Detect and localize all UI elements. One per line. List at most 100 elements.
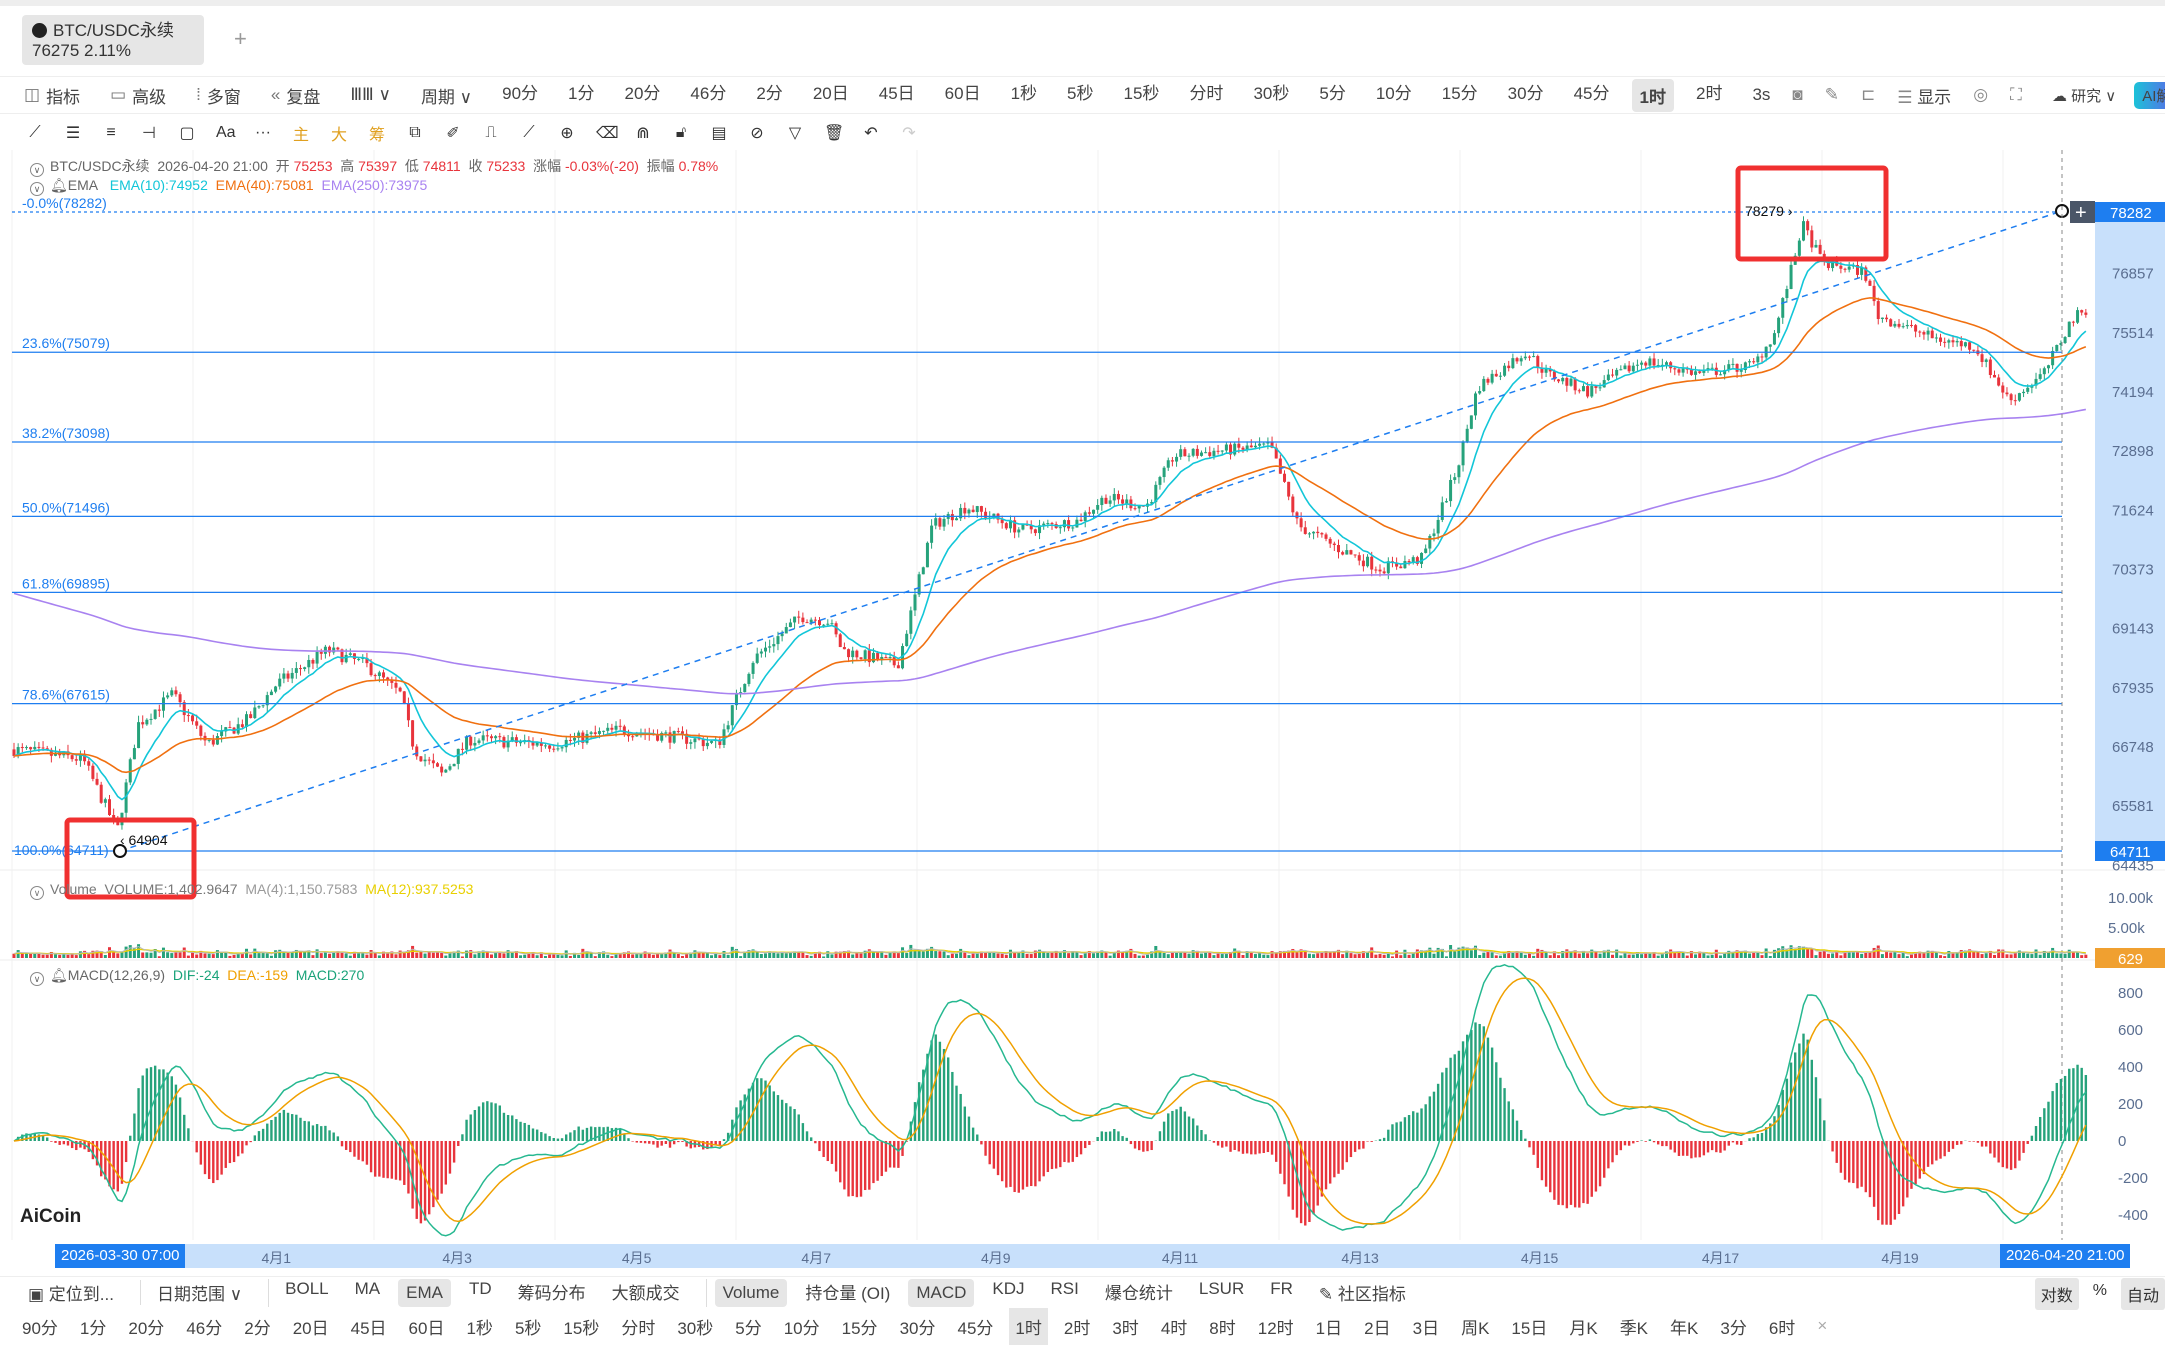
sub-indicator-6[interactable]: LSUR bbox=[1198, 1278, 1245, 1298]
parallel-icon[interactable]: ☰ bbox=[65, 125, 81, 142]
bell-icon[interactable]: 🔔︎ bbox=[50, 967, 68, 983]
bottom-period-60日[interactable]: 60日 bbox=[408, 1318, 445, 1338]
period-60日[interactable]: 60日 bbox=[944, 83, 981, 103]
bottom-period-6时[interactable]: 6时 bbox=[1768, 1318, 1796, 1338]
time-axis[interactable]: 2026-03-30 07:00 4月1 4月3 4月5 4月7 4月9 4月11 4月13… bbox=[55, 1244, 2131, 1268]
bottom-period-20日[interactable]: 20日 bbox=[292, 1318, 329, 1338]
auto-scale-toggle[interactable]: 自动 bbox=[2120, 1278, 2165, 1310]
bottom-period-5分[interactable]: 5分 bbox=[735, 1318, 762, 1338]
percent-scale-toggle[interactable]: % bbox=[2092, 1282, 2107, 1299]
tool-筹[interactable]: 筹 bbox=[368, 127, 385, 144]
collapse-icon[interactable]: ∨ bbox=[30, 182, 44, 196]
line-icon[interactable]: ⟋ bbox=[29, 124, 41, 141]
bottom-period-45日[interactable]: 45日 bbox=[350, 1318, 387, 1338]
rect-icon[interactable]: ▢ bbox=[179, 125, 195, 142]
advanced-button[interactable]: 高级 bbox=[132, 87, 167, 107]
sub-indicator-3[interactable]: KDJ bbox=[992, 1278, 1025, 1298]
refresh-interval[interactable]: 3s bbox=[1752, 85, 1771, 104]
bottom-period-1日[interactable]: 1日 bbox=[1315, 1318, 1343, 1338]
period-1时[interactable]: 1时 bbox=[1631, 78, 1674, 112]
bottom-period-20分[interactable]: 20分 bbox=[128, 1318, 165, 1338]
chart-type-dropdown[interactable]: ⅢⅢ ∨ bbox=[350, 85, 391, 104]
bottom-period-年K[interactable]: 年K bbox=[1670, 1318, 1699, 1338]
main-indicator-筹码分布[interactable]: 筹码分布 bbox=[517, 1283, 586, 1303]
bottom-period-周K[interactable]: 周K bbox=[1461, 1318, 1490, 1338]
bottom-period-5秒[interactable]: 5秒 bbox=[514, 1318, 542, 1338]
bookmark-icon[interactable]: ⊏ bbox=[1860, 85, 1876, 104]
bottom-period-月K[interactable]: 月K bbox=[1569, 1318, 1598, 1338]
trend-line[interactable] bbox=[119, 210, 2063, 852]
period-45日[interactable]: 45日 bbox=[878, 83, 915, 103]
multi-window-button[interactable]: 多窗 bbox=[206, 87, 241, 107]
ai-interpret-button[interactable]: AI解读 bbox=[2134, 81, 2165, 109]
link-icon[interactable]: ⊘ bbox=[750, 125, 764, 142]
collapse-icon[interactable]: ∨ bbox=[30, 163, 44, 177]
trash-icon[interactable]: 🗑︎ bbox=[824, 125, 845, 142]
text-icon[interactable]: Aa bbox=[216, 124, 236, 141]
bottom-period-15秒[interactable]: 15秒 bbox=[563, 1318, 600, 1338]
filter-icon[interactable]: ▽ bbox=[788, 125, 802, 142]
replay-icon[interactable]: ⧉ bbox=[409, 124, 421, 141]
sub-indicator-5[interactable]: 爆仓统计 bbox=[1104, 1283, 1173, 1303]
bottom-period-1时[interactable]: 1时 bbox=[1009, 1307, 1048, 1345]
bottom-period-30分[interactable]: 30分 bbox=[899, 1318, 936, 1338]
period-90分[interactable]: 90分 bbox=[502, 83, 539, 103]
bottom-period-3分[interactable]: 3分 bbox=[1720, 1318, 1747, 1338]
note-icon[interactable]: ▤ bbox=[711, 125, 727, 142]
undo-icon[interactable]: ↶ bbox=[864, 125, 878, 142]
period-1分[interactable]: 1分 bbox=[568, 83, 595, 103]
period-15分[interactable]: 15分 bbox=[1441, 83, 1478, 103]
period-30分[interactable]: 30分 bbox=[1507, 83, 1544, 103]
main-indicator-ma[interactable]: MA bbox=[354, 1278, 381, 1298]
bottom-period-1秒[interactable]: 1秒 bbox=[466, 1318, 493, 1338]
eraser-icon[interactable]: ⌫ bbox=[596, 125, 619, 142]
bottom-period-3时[interactable]: 3时 bbox=[1112, 1318, 1139, 1338]
symbol-tab[interactable]: BTC/USDC永续 76275 2.11% bbox=[22, 15, 204, 65]
period-dropdown[interactable]: 周期 ∨ bbox=[420, 87, 473, 107]
main-indicator-大额成交[interactable]: 大额成交 bbox=[611, 1283, 680, 1303]
tool-大[interactable]: 大 bbox=[330, 127, 347, 144]
hline-icon[interactable]: ⊣ bbox=[142, 125, 156, 142]
redo-icon[interactable]: ↷ bbox=[902, 125, 916, 142]
camera-icon[interactable]: ◙ bbox=[1792, 85, 1803, 104]
bookmark-icon[interactable]: ⎍ bbox=[485, 124, 497, 141]
sub-indicator-1[interactable]: 持仓量 (OI) bbox=[805, 1283, 891, 1303]
replay-button[interactable]: 复盘 bbox=[286, 87, 321, 107]
bottom-period-10分[interactable]: 10分 bbox=[783, 1318, 820, 1338]
date-range-dropdown[interactable]: 日期范围 ∨ bbox=[139, 1280, 242, 1305]
bottom-period-1分[interactable]: 1分 bbox=[79, 1318, 107, 1338]
collapse-icon[interactable]: ∨ bbox=[30, 972, 44, 986]
trend-anchor[interactable] bbox=[2055, 204, 2069, 218]
pencil-icon[interactable]: ✎ bbox=[1824, 85, 1839, 104]
magnet-icon[interactable]: ⋒ bbox=[636, 125, 650, 142]
period-10分[interactable]: 10分 bbox=[1375, 83, 1412, 103]
close-period-bar-icon[interactable]: × bbox=[1817, 1316, 1828, 1335]
sub-indicator-4[interactable]: RSI bbox=[1050, 1278, 1079, 1298]
ema10-line[interactable] bbox=[13, 260, 2087, 801]
fullscreen-icon[interactable]: ⛶ bbox=[2010, 85, 2022, 104]
sub-indicator-2[interactable]: MACD bbox=[908, 1278, 975, 1307]
settings-icon[interactable]: ◎ bbox=[1973, 85, 1989, 104]
zoom-icon[interactable]: ⊕ bbox=[560, 125, 574, 142]
period-30秒[interactable]: 30秒 bbox=[1253, 83, 1290, 103]
main-indicator-td[interactable]: TD bbox=[468, 1278, 492, 1298]
ema250-line[interactable] bbox=[13, 408, 2086, 695]
period-2分[interactable]: 2分 bbox=[756, 83, 783, 103]
fib-icon[interactable]: ≡ bbox=[106, 124, 116, 141]
bottom-period-90分[interactable]: 90分 bbox=[22, 1318, 58, 1338]
bottom-period-30秒[interactable]: 30秒 bbox=[677, 1318, 714, 1338]
bottom-period-季K[interactable]: 季K bbox=[1619, 1318, 1649, 1338]
bottom-period-46分[interactable]: 46分 bbox=[186, 1318, 223, 1338]
display-button[interactable]: ☰ 显示 bbox=[1897, 87, 1952, 107]
bottom-period-12时[interactable]: 12时 bbox=[1257, 1318, 1294, 1338]
bottom-period-分时[interactable]: 分时 bbox=[621, 1318, 656, 1338]
bottom-period-2日[interactable]: 2日 bbox=[1364, 1318, 1391, 1338]
add-tab-button[interactable]: + bbox=[234, 26, 247, 51]
ema40-line[interactable] bbox=[13, 297, 2087, 774]
indicator-button[interactable]: 指标 bbox=[46, 87, 81, 107]
bottom-period-15分[interactable]: 15分 bbox=[841, 1318, 878, 1338]
period-1秒[interactable]: 1秒 bbox=[1010, 83, 1038, 103]
period-5秒[interactable]: 5秒 bbox=[1067, 83, 1094, 103]
bottom-period-2分[interactable]: 2分 bbox=[244, 1318, 271, 1338]
